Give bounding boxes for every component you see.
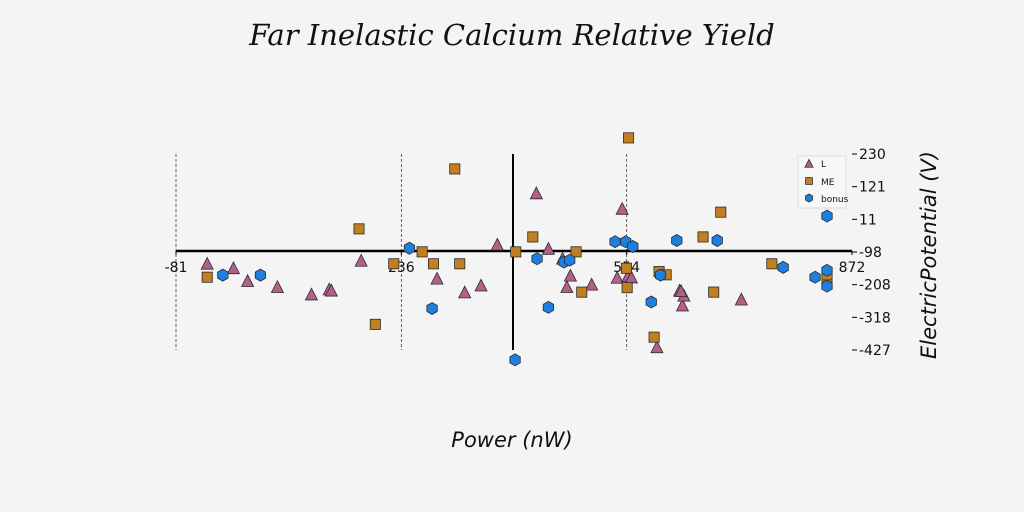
data-point-bonus <box>645 295 657 309</box>
data-point-me <box>353 223 365 235</box>
data-point-me <box>369 318 381 330</box>
legend: L ME bonus <box>797 155 849 209</box>
data-point-l <box>324 283 338 297</box>
data-point-l <box>430 271 444 285</box>
y-tick-labels: 230 121 11 -98 -208 -318 -427 <box>852 147 891 359</box>
data-point-bonus <box>509 353 521 367</box>
data-point-me <box>449 163 461 175</box>
data-point-bonus <box>821 209 833 223</box>
data-point-bonus <box>426 302 438 315</box>
data-point-me <box>416 246 428 258</box>
data-point-bonus <box>217 268 229 282</box>
x-tick-label: 872 <box>839 260 866 276</box>
data-point-bonus <box>821 263 833 277</box>
y-tick-label: -98 <box>859 245 882 261</box>
data-point-bonus <box>627 240 639 253</box>
data-point-me <box>427 258 439 270</box>
data-point-bonus <box>542 300 554 314</box>
x-axis-label: Power (nW) <box>451 428 572 452</box>
data-point-l <box>490 237 504 251</box>
data-point-l <box>585 277 599 291</box>
legend-marker-l <box>804 158 814 168</box>
legend-marker-me <box>805 177 813 185</box>
y-axis-label: ElectricPotential (V) <box>917 151 941 359</box>
data-point-l <box>354 253 368 267</box>
y-tick-label: 230 <box>859 147 886 163</box>
data-point-bonus <box>531 252 543 266</box>
data-point-l <box>675 298 690 312</box>
data-point-l <box>650 340 664 354</box>
data-point-me <box>697 231 709 243</box>
data-point-l <box>226 261 241 275</box>
data-point-me <box>388 258 400 270</box>
y-tick-label: -427 <box>859 343 891 359</box>
x-tick-label: -81 <box>165 260 188 276</box>
legend-markers <box>804 158 814 203</box>
data-point-me <box>527 231 539 243</box>
legend-label-l: L <box>821 160 826 170</box>
data-point-me <box>576 286 588 298</box>
data-point-l <box>560 279 574 293</box>
legend-label-me: ME <box>821 178 835 188</box>
data-point-l <box>474 278 488 292</box>
x-tick-labels: -81236554872 <box>165 251 866 276</box>
data-point-me <box>620 262 632 274</box>
data-point-bonus <box>654 268 667 282</box>
data-point-l <box>610 270 624 284</box>
y-tick-label: -318 <box>859 310 891 326</box>
y-tick-label: -208 <box>859 278 891 294</box>
data-point-l <box>734 292 748 306</box>
data-point-l <box>529 186 543 200</box>
data-point-l <box>270 279 285 293</box>
data-point-l <box>615 201 629 215</box>
chart-title: Far Inelastic Calcium Relative Yield <box>248 18 774 52</box>
data-point-l <box>240 273 255 287</box>
data-point-bonus <box>254 268 267 282</box>
legend-label-bonus: bonus <box>821 195 849 205</box>
y-tick-label: 11 <box>859 212 877 228</box>
data-point-me <box>648 331 660 343</box>
data-point-bonus <box>777 260 789 274</box>
data-point-me <box>621 282 633 294</box>
data-point-bonus <box>671 234 683 247</box>
data-point-l <box>563 268 578 282</box>
data-point-l <box>674 284 688 298</box>
data-point-l <box>304 287 319 301</box>
data-point-me <box>766 258 778 270</box>
data-point-l <box>541 241 556 255</box>
data-point-me <box>570 246 582 258</box>
data-point-me <box>510 246 522 258</box>
data-point-bonus <box>403 241 415 255</box>
data-point-me <box>201 271 213 283</box>
data-point-bonus <box>609 235 621 249</box>
data-point-me <box>623 132 635 144</box>
data-point-me <box>454 258 466 270</box>
data-point-bonus <box>821 279 833 293</box>
data-point-me <box>715 206 727 218</box>
legend-marker-bonus <box>805 193 813 203</box>
data-point-l <box>458 285 472 299</box>
data-point-bonus <box>711 234 723 247</box>
data-point-bonus <box>564 253 576 267</box>
data-point-me <box>708 286 720 298</box>
data-points <box>200 132 833 367</box>
data-point-bonus <box>809 270 821 284</box>
data-point-l <box>200 256 214 270</box>
y-tick-label: 121 <box>859 180 886 196</box>
